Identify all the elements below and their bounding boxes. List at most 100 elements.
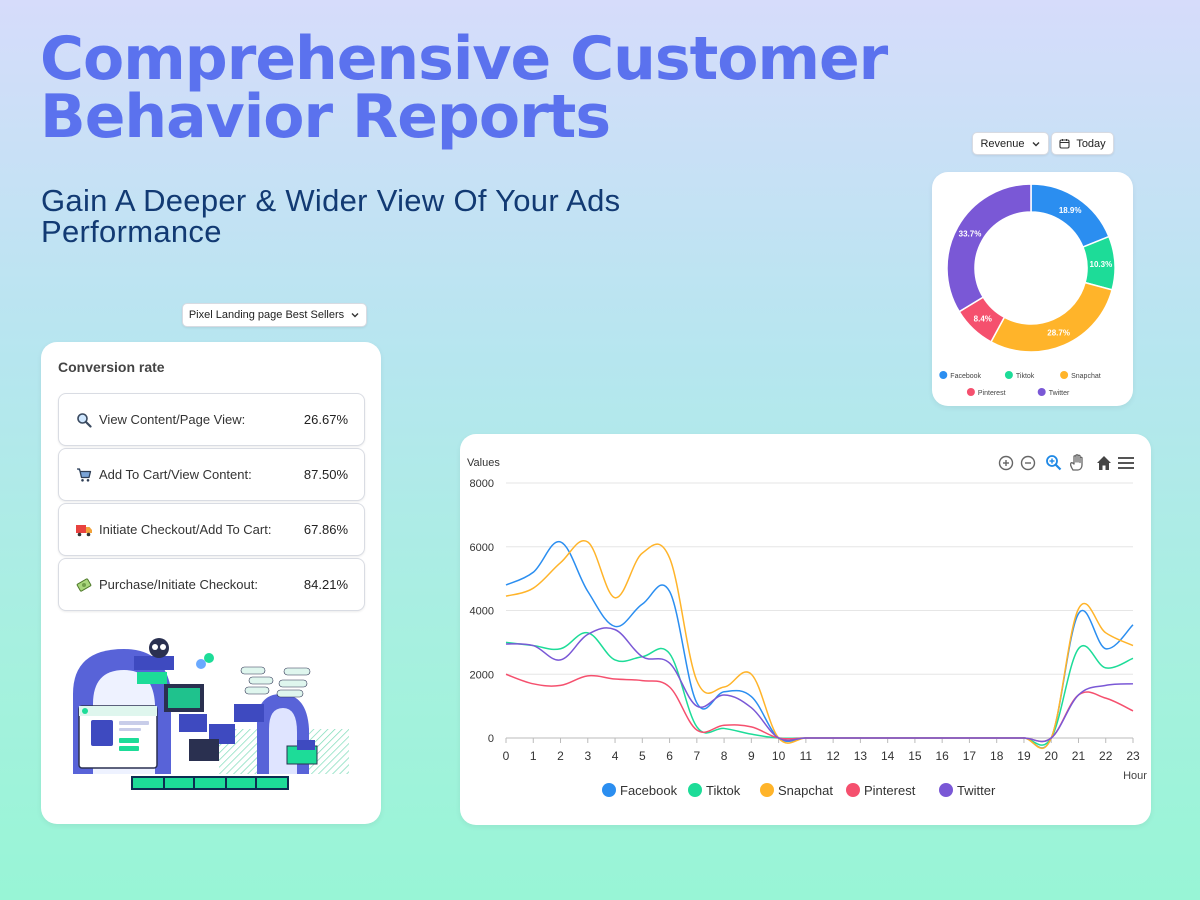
legend-label: Twitter	[1049, 390, 1070, 397]
donut-legend-facebook[interactable]: Facebook	[939, 371, 982, 380]
pixel-select-label: Pixel Landing page Best Sellers	[188, 309, 345, 321]
legend-marker	[1060, 371, 1069, 379]
line-legend-pinterest[interactable]: Pinterest	[846, 783, 916, 798]
donut-slice-label: 33.7%	[959, 230, 982, 239]
legend-marker	[966, 388, 975, 396]
donut-slice-snapchat[interactable]	[989, 281, 1114, 353]
legend-label: Pinterest	[864, 783, 916, 798]
date-select-label: Today	[1076, 137, 1106, 150]
conversion-row-view-content[interactable]: View Content/Page View: 26.67%	[58, 393, 365, 446]
x-axis-title: Hour	[1123, 770, 1147, 782]
y-tick-label: 8000	[470, 478, 494, 490]
x-tick-label: 15	[908, 749, 922, 763]
conversion-row-add-to-cart[interactable]: Add To Cart/View Content: 87.50%	[58, 448, 365, 501]
donut-slice-label: 28.7%	[1047, 328, 1070, 337]
line-legend-snapchat[interactable]: Snapchat	[760, 783, 833, 798]
zoom-out-icon[interactable]	[1020, 455, 1036, 471]
legend-marker	[760, 783, 774, 797]
series-line-tiktok[interactable]	[505, 632, 1134, 746]
donut-slice-label: 8.4%	[974, 315, 992, 324]
donut-chart-card: 18.9% 10.3% 28.7% 8.4% 33.7% Facebook Tiktok Sn…	[932, 172, 1133, 406]
donut-slice-twitter[interactable]	[946, 183, 1032, 313]
series-line-twitter[interactable]	[505, 627, 1134, 743]
legend-marker	[939, 783, 953, 797]
conversion-row-label: Add To Cart/View Content:	[99, 467, 252, 482]
donut-legend-pinterest[interactable]: Pinterest	[966, 388, 1006, 397]
conversion-row-initiate-checkout[interactable]: Initiate Checkout/Add To Cart: 67.86%	[58, 503, 365, 556]
x-tick-label: 9	[748, 749, 755, 763]
conversion-row-label: Purchase/Initiate Checkout:	[99, 577, 258, 592]
y-tick-label: 0	[488, 733, 494, 745]
store-illustration	[73, 638, 349, 790]
series-line-pinterest[interactable]	[505, 673, 1134, 743]
menu-icon[interactable]	[1117, 456, 1135, 470]
conversion-row-value: 87.50%	[303, 467, 348, 482]
page-subtitle: Gain A Deeper & Wider View Of Your Ads P…	[41, 185, 741, 247]
legend-marker	[1004, 371, 1013, 379]
conversion-rate-title: Conversion rate	[58, 359, 165, 375]
x-tick-label: 13	[854, 749, 868, 763]
selection-zoom-icon[interactable]	[1045, 454, 1063, 472]
x-tick-label: 6	[666, 749, 673, 763]
x-tick-label: 18	[990, 749, 1004, 763]
legend-label: Snapchat	[1071, 373, 1101, 380]
legend-label: Facebook	[950, 373, 981, 380]
line-legend-tiktok[interactable]: Tiktok	[688, 783, 741, 798]
donut-legend-twitter[interactable]: Twitter	[1037, 388, 1070, 397]
y-tick-label: 2000	[470, 669, 494, 681]
donut-legend-snapchat[interactable]: Snapchat	[1060, 371, 1101, 380]
conversion-row-purchase[interactable]: Purchase/Initiate Checkout: 84.21%	[58, 558, 365, 611]
conversion-row-value: 26.67%	[303, 412, 348, 427]
x-tick-label: 12	[826, 749, 840, 763]
donut-slice-facebook[interactable]	[1030, 183, 1110, 249]
metric-select-label: Revenue	[980, 137, 1025, 150]
conversion-row-label: Initiate Checkout/Add To Cart:	[99, 522, 272, 537]
line-chart-card: Values 0 2000 4000 6000 8000 0 1 2 3 4 5 6 7 8 9 10 11 12 1…	[460, 434, 1151, 825]
chevron-down-icon	[351, 313, 359, 318]
line-legend-twitter[interactable]: Twitter	[939, 783, 996, 798]
x-tick-label: 11	[800, 749, 813, 763]
x-tick-label: 16	[935, 749, 949, 763]
x-tick-label: 14	[881, 749, 895, 763]
x-tick-label: 1	[530, 749, 537, 763]
calendar-icon	[1059, 139, 1070, 149]
x-tick-label: 22	[1099, 749, 1113, 763]
y-axis-title: Values	[467, 457, 500, 469]
page-title-line-1: Comprehensive Customer	[40, 24, 888, 94]
x-tick-label: 20	[1045, 749, 1059, 763]
zoom-in-icon[interactable]	[998, 455, 1014, 471]
legend-marker	[688, 783, 702, 797]
legend-marker	[602, 783, 616, 797]
page-subtitle-line-2: Performance	[41, 214, 222, 249]
x-tick-label: 8	[721, 749, 728, 763]
line-legend-facebook[interactable]: Facebook	[602, 783, 678, 798]
legend-marker	[939, 371, 948, 379]
conversion-row-value: 67.86%	[303, 522, 348, 537]
pan-hand-icon[interactable]	[1068, 453, 1086, 472]
x-tick-label: 0	[503, 749, 510, 763]
legend-label: Snapchat	[778, 783, 833, 798]
legend-label: Pinterest	[978, 390, 1006, 397]
x-tick-label: 5	[639, 749, 646, 763]
date-select[interactable]: Today	[1051, 132, 1114, 155]
metric-select[interactable]: Revenue	[972, 132, 1049, 155]
donut-legend-tiktok[interactable]: Tiktok	[1004, 371, 1035, 380]
x-tick-label: 4	[612, 749, 619, 763]
conversion-row-label: View Content/Page View:	[99, 412, 246, 427]
home-reset-icon[interactable]	[1095, 454, 1113, 472]
conversion-row-value: 84.21%	[303, 577, 348, 592]
x-tick-label: 7	[693, 749, 700, 763]
truck-icon	[75, 521, 93, 539]
legend-marker	[1037, 388, 1046, 396]
donut-slice-label: 18.9%	[1059, 206, 1082, 215]
x-tick-label: 23	[1126, 749, 1140, 763]
x-tick-label: 21	[1072, 749, 1086, 763]
page-title: Comprehensive Customer Behavior Reports	[40, 24, 940, 147]
magnifier-icon	[75, 411, 93, 429]
x-tick-label: 17	[963, 749, 977, 763]
x-tick-label: 19	[1017, 749, 1031, 763]
pixel-select[interactable]: Pixel Landing page Best Sellers	[182, 303, 367, 327]
x-tick-label: 3	[584, 749, 591, 763]
x-tick-label: 10	[772, 749, 786, 763]
